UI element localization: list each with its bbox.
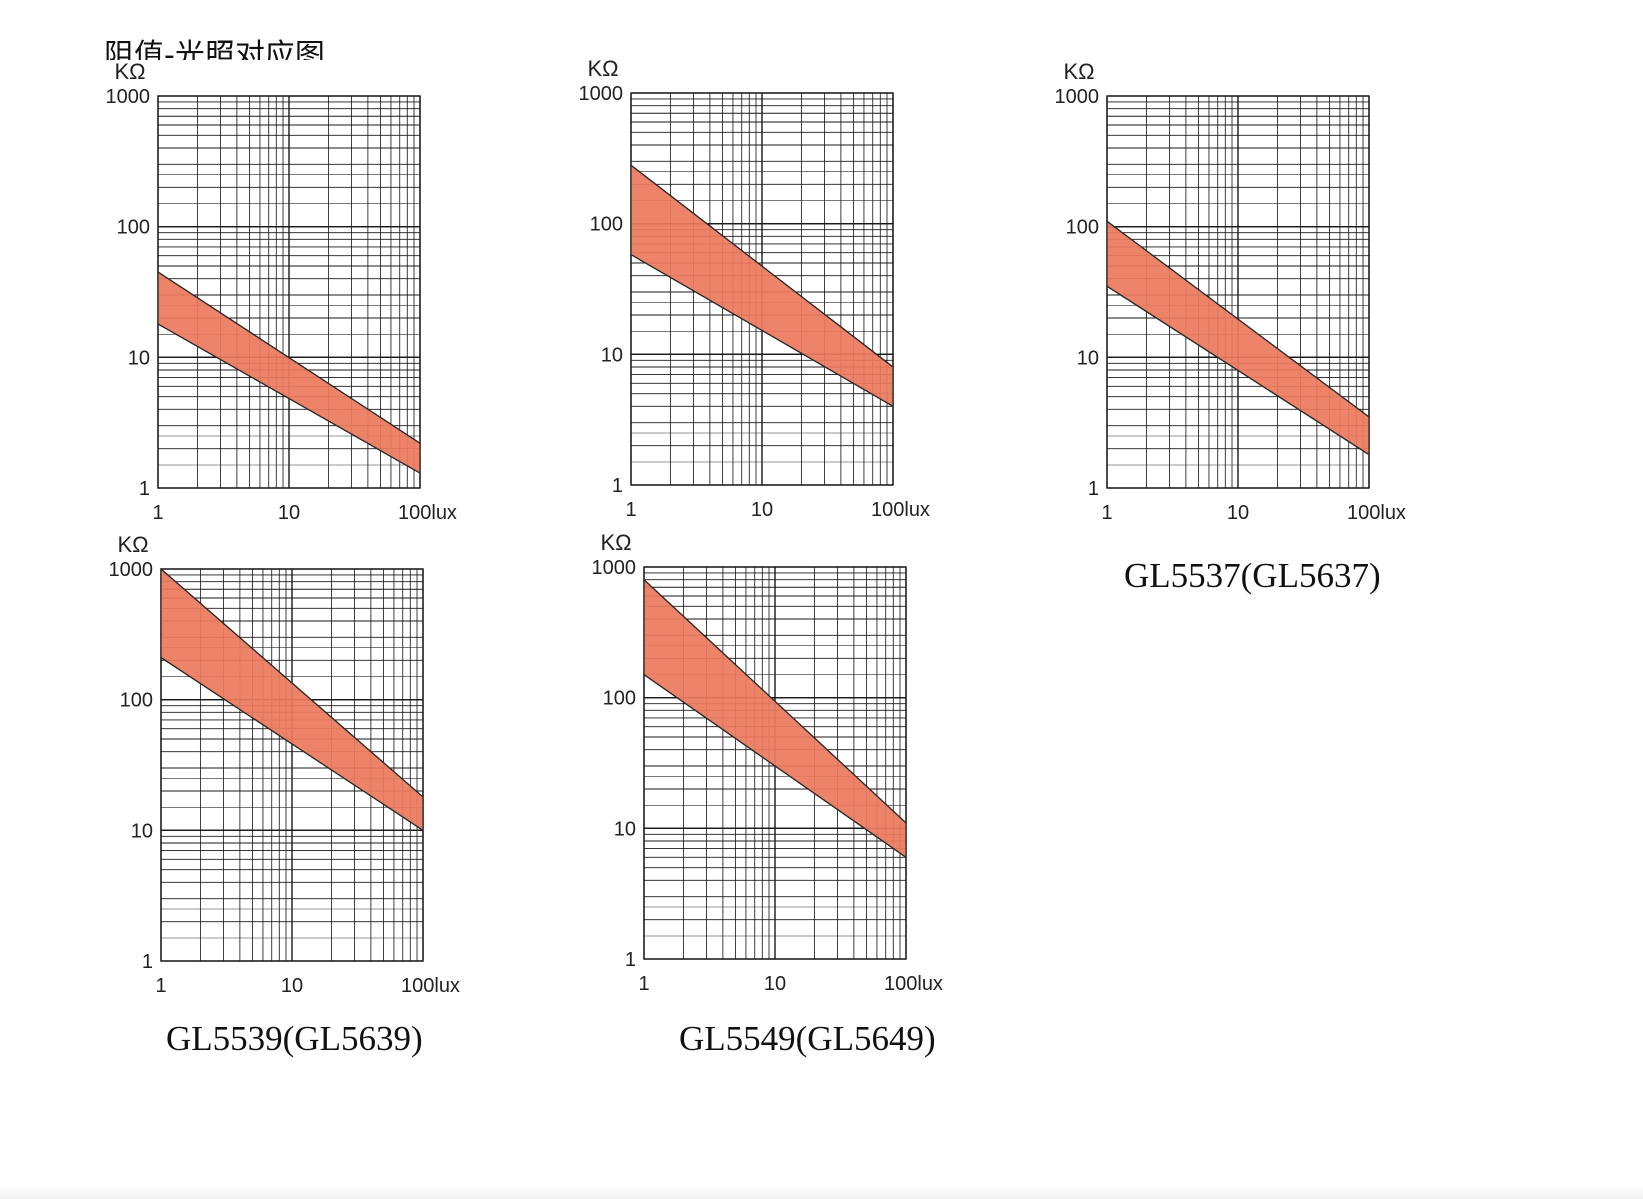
x-tick-label: 100lux <box>884 973 943 995</box>
x-tick-label: 10 <box>1227 502 1249 524</box>
y-tick-label: 10 <box>614 818 636 840</box>
resistance-illuminance-chart-5: KΩ 1 10 100 1000 1 10 100lux <box>592 530 943 995</box>
series-line-upper <box>630 164 894 368</box>
chart-caption-gl5549: GL5549(GL5649) <box>679 1019 936 1058</box>
series-line-upper <box>157 271 421 444</box>
series-line-lower <box>630 254 894 407</box>
plot-frame <box>1106 95 1370 489</box>
series-line-upper <box>1106 220 1370 418</box>
y-tick-label: 1 <box>139 478 150 500</box>
chart-panel-5: KΩ 1 10 100 1000 1 10 100lux <box>582 525 1002 1065</box>
y-tick-label: 1000 <box>592 557 637 579</box>
y-axis-label: KΩ <box>600 530 631 555</box>
x-tick-label: 10 <box>764 973 786 995</box>
x-tick-label: 1 <box>638 973 649 995</box>
y-tick-label: 1000 <box>109 559 154 581</box>
x-tick-label: 10 <box>751 499 773 521</box>
y-tick-label: 1 <box>142 951 153 973</box>
y-tick-label: 1000 <box>106 86 151 108</box>
x-tick-label: 1 <box>155 975 166 997</box>
x-tick-label: 100lux <box>1347 502 1406 524</box>
y-tick-label: 100 <box>117 217 150 239</box>
y-axis-label: KΩ <box>587 56 618 81</box>
x-tick-label: 1 <box>152 502 163 524</box>
y-tick-label: 10 <box>131 820 153 842</box>
x-tick-label: 10 <box>278 502 300 524</box>
y-tick-label: 10 <box>1077 347 1099 369</box>
y-axis-label: KΩ <box>117 532 148 557</box>
chart-caption-gl5539: GL5539(GL5639) <box>166 1019 423 1058</box>
y-tick-label: 10 <box>601 344 623 366</box>
series-line-upper <box>643 579 907 824</box>
chart-panel-3: KΩ 1 10 100 1000 1 10 100lux <box>1045 54 1465 594</box>
plot-frame <box>630 92 894 486</box>
resistance-illuminance-chart-4: KΩ 1 10 100 1000 1 10 100lux <box>109 532 460 997</box>
x-tick-label: 10 <box>281 975 303 997</box>
series-line-lower <box>643 674 907 858</box>
x-tick-label: 100lux <box>401 975 460 997</box>
x-tick-label: 1 <box>625 499 636 521</box>
y-tick-label: 100 <box>603 688 636 710</box>
y-axis-label: KΩ <box>114 59 145 84</box>
plot-frame <box>643 566 907 960</box>
y-tick-label: 1 <box>612 475 623 497</box>
series-line-lower <box>160 657 424 831</box>
series-line-lower <box>157 323 421 474</box>
y-tick-label: 1000 <box>1055 86 1100 108</box>
page-bottom-edge <box>0 1185 1643 1199</box>
y-tick-label: 10 <box>128 347 150 369</box>
y-tick-label: 1000 <box>579 83 624 105</box>
y-tick-label: 100 <box>120 690 153 712</box>
series-line-upper <box>160 568 424 798</box>
plot-frame <box>160 568 424 962</box>
series-line-lower <box>1106 285 1370 456</box>
y-tick-label: 100 <box>1066 217 1099 239</box>
chart-panel-1: KΩ 1 10 100 1000 1 10 100lux <box>96 54 516 594</box>
x-tick-label: 100lux <box>398 502 457 524</box>
x-tick-label: 1 <box>1101 502 1112 524</box>
y-tick-label: 1 <box>1088 478 1099 500</box>
resistance-illuminance-chart-2: KΩ 1 10 100 1000 1 10 100lux <box>579 56 930 521</box>
resistance-illuminance-chart-3: KΩ 1 10 100 1000 1 10 100lux <box>1055 59 1406 524</box>
x-tick-label: 100lux <box>871 499 930 521</box>
chart-panel-4: KΩ 1 10 100 1000 1 10 100lux <box>99 527 519 1067</box>
page-title: 阻值-光照对应图 <box>104 38 325 60</box>
grid <box>157 95 421 489</box>
y-tick-label: 1 <box>625 949 636 971</box>
resistance-illuminance-chart-1: KΩ 1 10 100 1000 1 10 100lux <box>106 59 457 524</box>
chart-panel-2: KΩ 1 10 100 1000 1 10 100lux <box>569 51 989 591</box>
y-tick-label: 100 <box>590 214 623 236</box>
chart-caption-gl5537: GL5537(GL5637) <box>1124 556 1381 595</box>
y-axis-label: KΩ <box>1063 59 1094 84</box>
